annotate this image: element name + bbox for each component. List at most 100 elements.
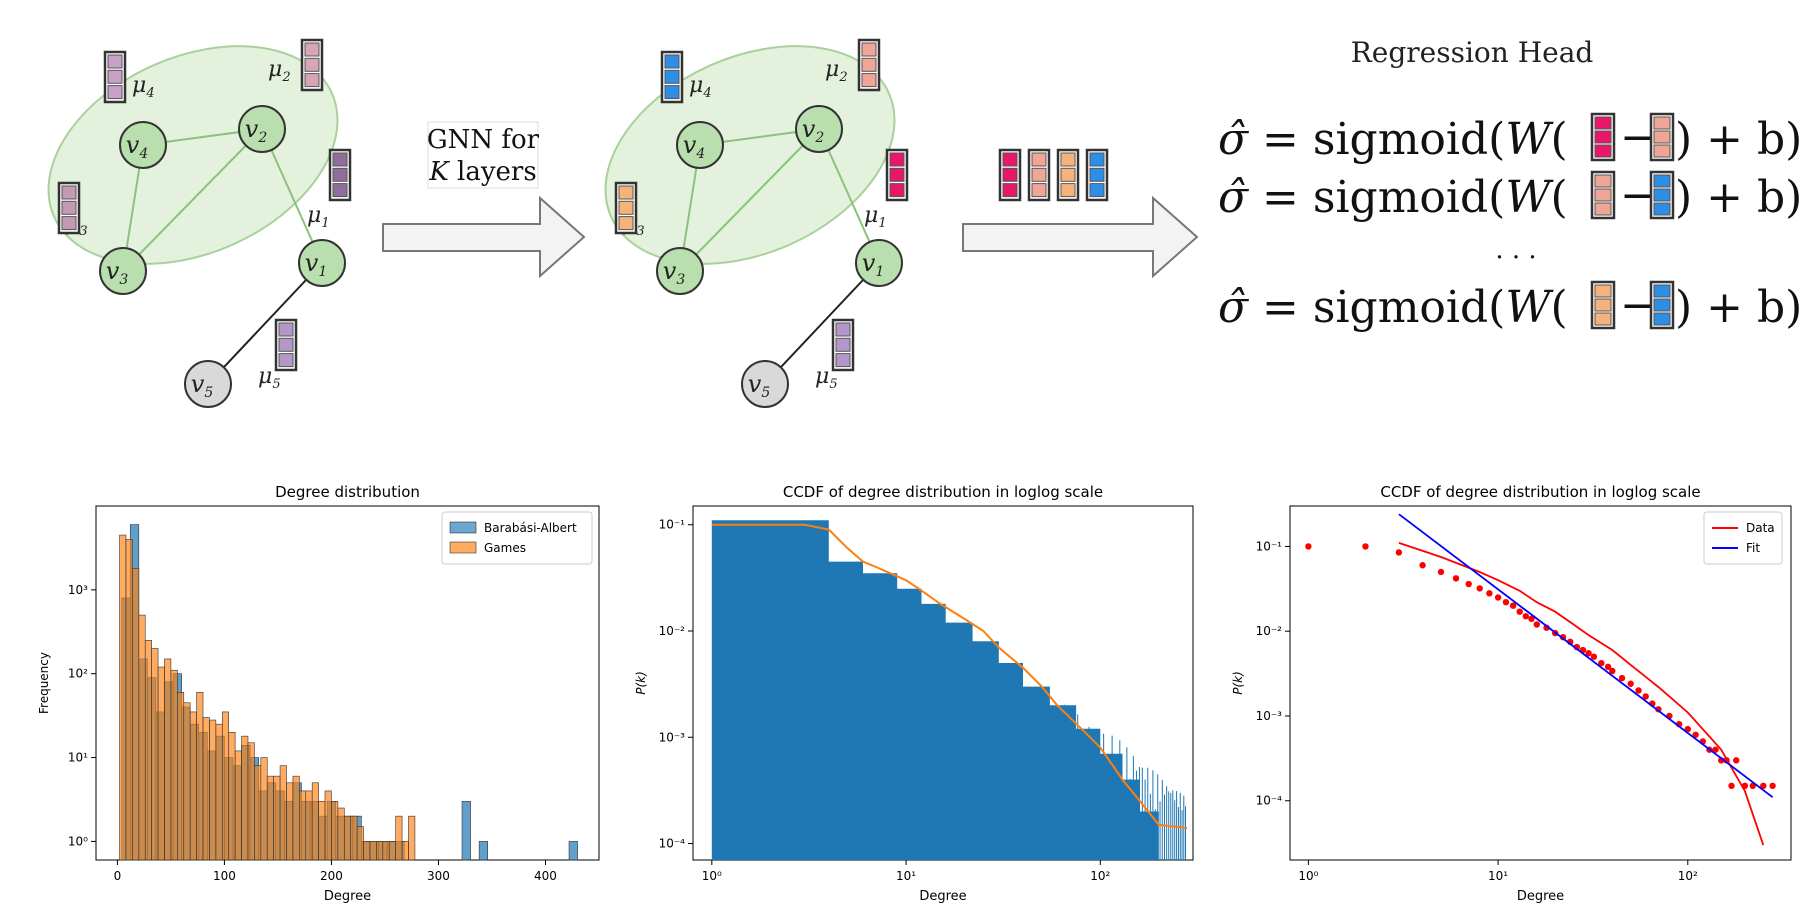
output-embedding-cell: [1060, 152, 1076, 167]
equation-embedding: [1590, 112, 1616, 162]
node-letter: v: [305, 249, 319, 277]
node-label: v3: [663, 257, 686, 288]
graph-edge: [207, 262, 323, 385]
output-embedding-cell: [1031, 183, 1047, 198]
mu-letter: μ: [689, 73, 703, 98]
histogram-bar: [164, 658, 172, 861]
embedding-stack-cell: [889, 167, 905, 182]
scatter-point: [1627, 680, 1634, 687]
scatter-point: [1642, 693, 1649, 700]
equation-w: W: [1505, 282, 1554, 333]
mu-subscript: 5: [272, 377, 280, 392]
histogram-bar: [279, 765, 287, 861]
legend-swatch: [449, 521, 477, 534]
node-label: v5: [748, 370, 771, 401]
embedding-stack: [857, 38, 881, 92]
histogram-bar: [395, 815, 403, 861]
node-subscript: 4: [695, 146, 705, 162]
histogram-bar: [408, 815, 416, 861]
embedding-stack-cell: [61, 216, 77, 231]
histogram-bar: [343, 815, 352, 861]
embedding-stack: [614, 181, 638, 235]
embedding-stack-cell: [861, 42, 877, 57]
mu-subscript: 3: [636, 224, 644, 239]
histogram-bar: [234, 750, 242, 861]
embedding-stack-cell: [278, 322, 294, 337]
y-tick-label: 10⁻³: [1256, 709, 1283, 723]
equation-lhs: σ̂ =: [1218, 282, 1313, 333]
mu-subscript: 5: [829, 377, 837, 392]
scatter-point: [1395, 549, 1403, 556]
x-tick-label: 10⁰: [1298, 869, 1318, 883]
equation-embedding: [1590, 280, 1616, 330]
histogram-bar: [363, 841, 371, 861]
chart-ccdf-fit: CCDF of degree distribution in loglog sc…: [1231, 483, 1792, 904]
embedding-stack-cell: [61, 200, 77, 215]
graph-edge: [122, 128, 263, 272]
histogram-bar: [254, 765, 262, 861]
histogram-bar: [568, 841, 578, 861]
histogram-bar: [144, 640, 152, 861]
gnn-arrow: [382, 195, 586, 279]
histogram-bar: [247, 742, 255, 861]
gnn-label-line1: GNN for: [427, 125, 540, 155]
node-label: v5: [191, 370, 214, 401]
node-v3: [99, 247, 147, 295]
histogram-bar: [221, 711, 230, 861]
output-graph: v4v2v3v1v5μ4μ2μ3μ1μ5: [604, 38, 909, 408]
histogram-bar: [299, 790, 307, 861]
scatter-point: [1494, 594, 1502, 601]
x-tick-label: 10²: [1090, 869, 1110, 883]
equation-embedding-cell: [1653, 312, 1671, 326]
equation-w: W: [1505, 172, 1554, 223]
mu-label: μ4: [132, 73, 155, 101]
histogram-bar: [356, 826, 364, 861]
node-letter: v: [191, 370, 205, 398]
node-v5: [184, 360, 232, 408]
node-v4: [855, 239, 903, 287]
histogram-bar: [215, 723, 223, 861]
equation-ellipsis: · · ·: [1495, 243, 1536, 273]
output-embedding-cell: [1089, 183, 1105, 198]
equation-embedding-cell: [1594, 144, 1612, 158]
node-label: v1: [862, 249, 884, 280]
node-letter: v: [748, 370, 762, 398]
mu-letter: μ: [307, 203, 321, 228]
equation-row: σ̂ = sigmoid(W(: [1218, 172, 1568, 223]
scatter-point: [1502, 598, 1510, 606]
histogram-bar: [170, 669, 178, 861]
scatter-point: [1533, 621, 1541, 628]
scatter-point: [1509, 602, 1517, 609]
scatter-point: [1609, 667, 1616, 675]
node-letter: v: [245, 115, 259, 143]
histogram-bar: [138, 614, 146, 861]
histogram-bar: [376, 841, 384, 861]
histogram-bar: [331, 801, 339, 861]
node-v2: [795, 105, 843, 153]
histogram-bar: [151, 648, 159, 861]
histogram-bar: [183, 702, 191, 861]
histogram-bar: [318, 801, 326, 861]
histogram-bar: [260, 757, 268, 861]
mu-label: μ2: [268, 57, 291, 85]
scatter-point: [1618, 674, 1626, 682]
embedding-stack-cell: [835, 337, 851, 352]
x-tick-label: 10¹: [896, 869, 916, 883]
node-label: v4: [126, 131, 148, 162]
mu-letter: μ: [825, 57, 839, 82]
output-embedding-cell: [1060, 167, 1076, 182]
equation-tail-text: ) + b): [1675, 114, 1802, 165]
scatter-point: [1522, 613, 1530, 620]
node-subscript: 2: [814, 130, 824, 146]
equation-embedding-cell: [1653, 298, 1671, 312]
node-label: v4: [683, 131, 705, 162]
histogram-bar: [369, 841, 377, 861]
equation-embedding-cell: [1653, 116, 1671, 130]
input-graph: v4v2v3v1v5μ4μ2μ3μ1μ5: [47, 38, 352, 408]
mu-letter: μ: [815, 364, 829, 389]
histogram-bar: [401, 841, 409, 861]
embedding-stack-cell: [304, 73, 320, 88]
node-subscript: 2: [257, 130, 267, 146]
y-tick-label: 10⁻³: [659, 730, 686, 744]
